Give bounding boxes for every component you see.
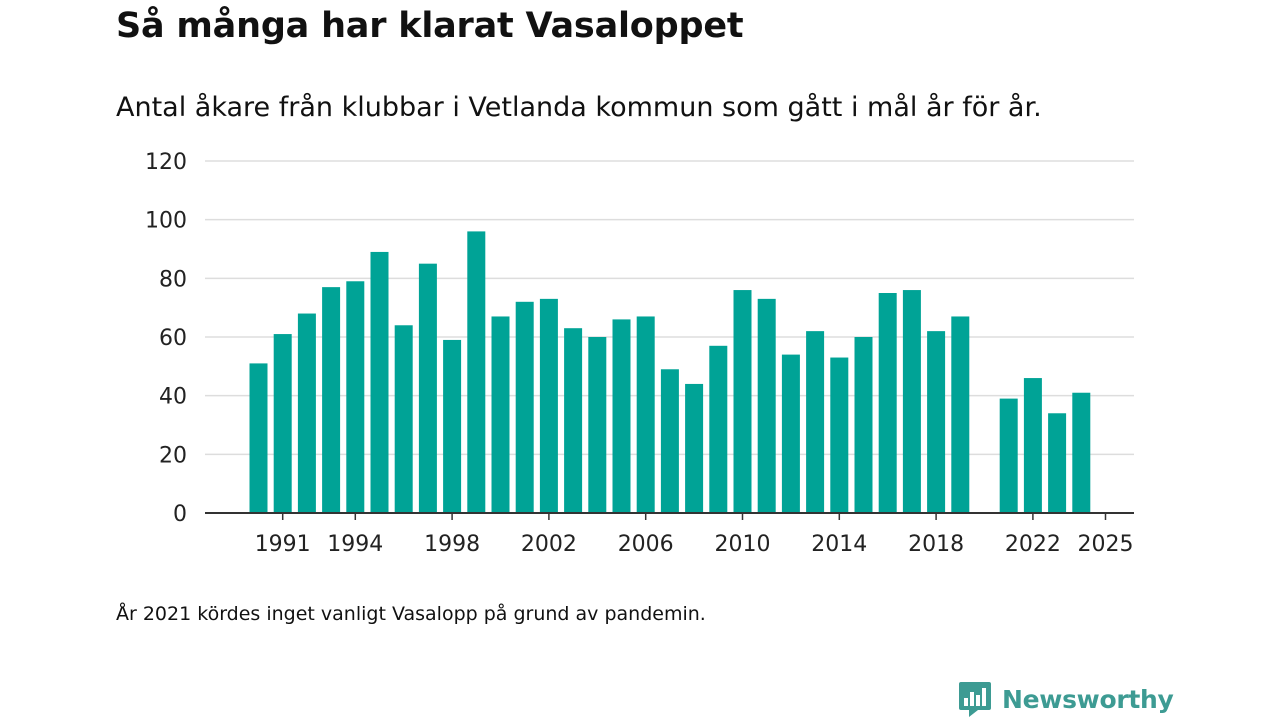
x-tick-label: 1991 <box>255 532 311 557</box>
bar-2011 <box>757 298 776 513</box>
bar-2006 <box>636 316 655 513</box>
bar-1990 <box>249 363 268 513</box>
bar-1993 <box>322 287 341 513</box>
x-tick-label: 2010 <box>715 532 771 557</box>
bar-2014 <box>830 357 849 513</box>
newsworthy-logo[interactable]: Newsworthy <box>958 680 1174 718</box>
x-tick-label: 2006 <box>618 532 674 557</box>
bar-2007 <box>660 369 679 513</box>
x-tick-label: 2014 <box>811 532 867 557</box>
bar-1991 <box>273 334 292 513</box>
x-tick-label: 2025 <box>1078 532 1134 557</box>
y-tick-label: 80 <box>159 267 187 292</box>
bar-2018 <box>927 331 946 513</box>
bar-1997 <box>418 263 437 513</box>
bar-2016 <box>878 293 897 513</box>
bar-1995 <box>370 251 389 513</box>
x-tick-label: 1998 <box>424 532 480 557</box>
y-tick-label: 40 <box>159 385 187 410</box>
y-tick-label: 120 <box>145 150 187 175</box>
newsworthy-logo-icon <box>959 682 991 717</box>
bar-2002 <box>539 298 558 513</box>
bar-2001 <box>515 301 534 513</box>
bar-2023 <box>1048 413 1067 513</box>
chart-subtitle: Antal åkare från klubbar i Vetlanda komm… <box>116 92 1042 123</box>
bar-2000 <box>491 316 510 513</box>
bar-2019 <box>951 316 970 513</box>
bar-2003 <box>564 328 583 513</box>
footnote: År 2021 kördes inget vanligt Vasalopp på… <box>116 603 706 625</box>
x-tick-label: 2018 <box>908 532 964 557</box>
bar-2004 <box>588 337 607 513</box>
y-tick-label: 20 <box>159 443 187 468</box>
y-tick-label: 100 <box>145 209 187 234</box>
bar-2005 <box>612 319 631 513</box>
bar-2008 <box>685 383 704 513</box>
chart-title: Så många har klarat Vasaloppet <box>116 6 744 46</box>
x-tick-label: 2002 <box>521 532 577 557</box>
y-tick-label: 0 <box>173 502 187 527</box>
bar-1994 <box>346 281 365 513</box>
x-tick-label: 2022 <box>1005 532 1061 557</box>
bar-2012 <box>781 354 800 513</box>
bar-1998 <box>443 339 462 513</box>
bar-1999 <box>467 231 486 513</box>
bar-2010 <box>733 290 752 513</box>
bar-1996 <box>394 325 413 513</box>
bar-2009 <box>709 345 728 513</box>
bar-chart: 0 20 40 60 80 100 120 1991 1994 1998 2002 2006 2010 2… <box>145 150 1134 557</box>
bar-2022 <box>1023 378 1042 513</box>
bar-1992 <box>297 313 316 513</box>
bar-2021 <box>999 398 1018 513</box>
bar-2017 <box>902 290 921 513</box>
y-tick-label: 60 <box>159 326 187 351</box>
bar-2013 <box>806 331 825 513</box>
bar-2015 <box>854 337 873 513</box>
bar-2024 <box>1072 392 1091 513</box>
x-tick-label: 1994 <box>327 532 383 557</box>
brand-name: Newsworthy <box>1002 684 1174 714</box>
